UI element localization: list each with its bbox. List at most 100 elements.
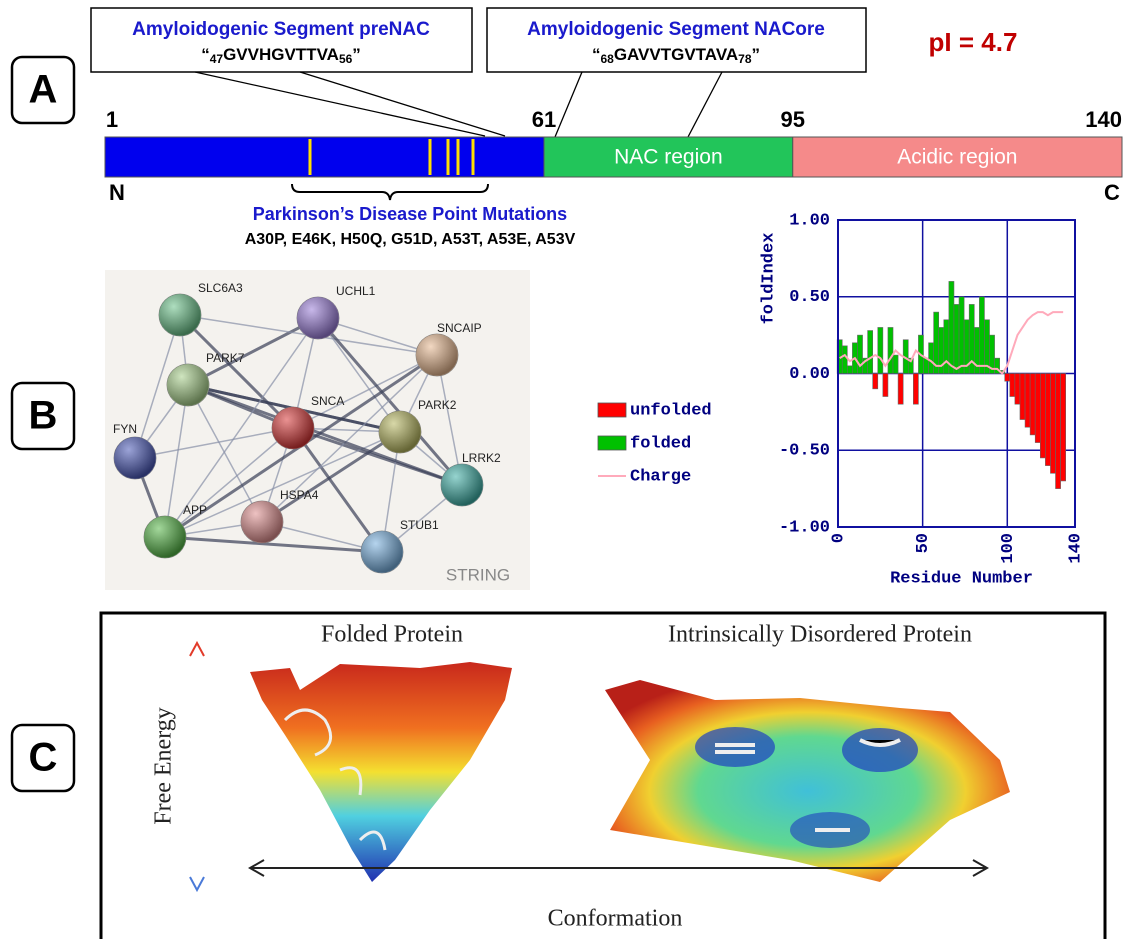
node-label: UCHL1 xyxy=(336,284,376,298)
connector xyxy=(688,72,722,137)
connector xyxy=(555,72,582,137)
connector xyxy=(300,72,505,136)
legend-label: folded xyxy=(630,434,691,453)
node-core xyxy=(159,294,201,336)
node-label: LRRK2 xyxy=(462,451,501,465)
bar xyxy=(873,374,878,389)
node-core xyxy=(297,297,339,339)
axis-label: Free Energy xyxy=(151,707,177,825)
panel-label: C xyxy=(29,736,58,780)
figure: A Amyloidogenic Segment preNAC “47GVVHGV… xyxy=(0,0,1137,939)
bar xyxy=(878,327,883,373)
node-label: STUB1 xyxy=(400,518,439,532)
mutations-title: Parkinson’s Disease Point Mutations xyxy=(253,204,567,224)
landscape-title: Folded Protein xyxy=(321,622,463,648)
bar xyxy=(1020,374,1025,420)
segment-sequence: “68GAVVTGVTAVA78” xyxy=(592,45,760,66)
connector xyxy=(195,72,485,136)
bar xyxy=(1005,374,1010,382)
bar xyxy=(868,331,873,374)
node-core xyxy=(416,334,458,376)
node-label: FYN xyxy=(113,422,137,436)
segment-sequence: “47GVVHGVTTVA56” xyxy=(201,45,361,66)
legend-swatch xyxy=(598,436,626,450)
node-core xyxy=(241,501,283,543)
bar xyxy=(929,343,934,374)
segment-title: Amyloidogenic Segment NACore xyxy=(527,19,825,40)
node-core xyxy=(379,411,421,453)
node-label: SLC6A3 xyxy=(198,281,243,295)
position-label: 95 xyxy=(781,107,805,132)
bar xyxy=(842,346,847,374)
pi-label: pI = 4.7 xyxy=(929,27,1018,57)
region xyxy=(105,137,544,177)
terminus: N xyxy=(109,180,125,205)
node-core xyxy=(144,516,186,558)
bar xyxy=(979,297,984,374)
position-label: 1 xyxy=(106,107,118,132)
x-axis-label: Residue Number xyxy=(890,569,1033,588)
legend-label: unfolded xyxy=(630,401,712,420)
node-label: PARK7 xyxy=(206,351,245,365)
bar xyxy=(857,335,862,373)
node-label: SNCAIP xyxy=(437,321,482,335)
bar xyxy=(888,327,893,373)
bar xyxy=(1015,374,1020,405)
node-label: SNCA xyxy=(311,394,344,408)
segment-title: Amyloidogenic Segment preNAC xyxy=(132,19,430,40)
bar xyxy=(898,374,903,405)
panel-label: A xyxy=(29,68,58,112)
protein-bar: NAC region Acidic region 1 61 95 140 xyxy=(105,107,1122,177)
legend-swatch xyxy=(598,403,626,417)
node-core xyxy=(167,364,209,406)
bar xyxy=(847,366,852,374)
axis-label: Conformation xyxy=(548,906,683,932)
bar xyxy=(883,374,888,397)
node-core xyxy=(441,464,483,506)
y-tick-label: -0.50 xyxy=(779,442,830,461)
x-tick-label: 100 xyxy=(999,533,1018,564)
y-tick-label: 0.00 xyxy=(789,365,830,384)
position-label: 140 xyxy=(1085,107,1122,132)
position-label: 61 xyxy=(532,107,556,132)
landscape-title: Intrinsically Disordered Protein xyxy=(668,622,972,648)
y-tick-label: 0.50 xyxy=(789,288,830,307)
x-tick-label: 140 xyxy=(1066,533,1085,564)
bar xyxy=(949,281,954,373)
node-label: HSPA4 xyxy=(280,488,319,502)
region-label: NAC region xyxy=(614,146,723,169)
x-tick-label: 50 xyxy=(914,533,933,553)
y-tick-label: 1.00 xyxy=(789,211,830,230)
bar xyxy=(1045,374,1050,466)
bar xyxy=(1040,374,1045,458)
landscape-well xyxy=(842,728,918,772)
bar xyxy=(1056,374,1061,489)
terminus: C xyxy=(1104,180,1120,205)
region-label: Acidic region xyxy=(897,146,1017,169)
bar xyxy=(944,320,949,374)
bar xyxy=(1050,374,1055,474)
x-tick-label: 0 xyxy=(829,533,848,543)
y-tick-label: -1.00 xyxy=(779,518,830,537)
bar xyxy=(1035,374,1040,443)
node-core xyxy=(272,407,314,449)
bar xyxy=(1010,374,1015,397)
node-core xyxy=(361,531,403,573)
foldindex-chart: -1.00 -0.50 0.00 0.50 1.00 0 50 100 140 Residue N… xyxy=(598,211,1085,588)
bar xyxy=(959,297,964,374)
mutations-list: A30P, E46K, H50Q, G51D, A53T, A53E, A53V xyxy=(245,231,576,248)
brace xyxy=(292,184,488,200)
node-label: PARK2 xyxy=(418,398,457,412)
bar xyxy=(1025,374,1030,428)
legend-label: Charge xyxy=(630,467,691,486)
y-axis-label: foldIndex xyxy=(759,233,778,325)
node-core xyxy=(114,437,156,479)
bar xyxy=(913,374,918,405)
bar xyxy=(1030,374,1035,435)
node-label: APP xyxy=(183,503,207,517)
bar xyxy=(954,304,959,373)
bar xyxy=(1061,374,1066,481)
string-logo: STRING xyxy=(446,565,510,584)
bar xyxy=(893,355,898,373)
panel-label: B xyxy=(29,394,58,438)
